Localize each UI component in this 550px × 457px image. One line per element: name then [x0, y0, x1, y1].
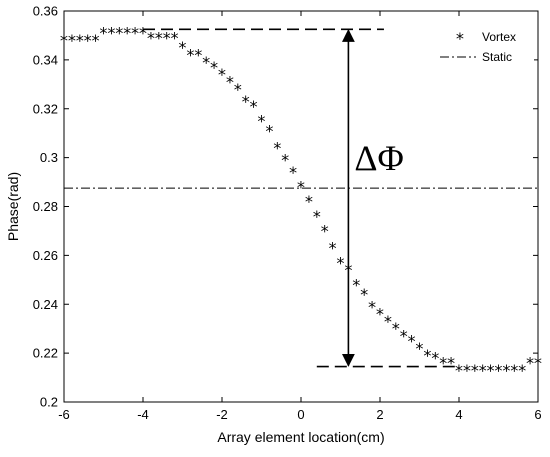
- vortex-point: *: [178, 38, 188, 57]
- plot-area: [63, 10, 539, 403]
- vortex-point: *: [201, 53, 211, 72]
- x-tick-label: -6: [58, 407, 70, 422]
- vortex-point: *: [344, 261, 354, 280]
- vortex-point: *: [225, 72, 235, 91]
- vortex-point: *: [162, 28, 172, 47]
- vortex-point: *: [186, 46, 196, 65]
- vortex-point: *: [336, 253, 346, 272]
- x-tick-label: 2: [376, 407, 383, 422]
- vortex-point: *: [122, 24, 132, 43]
- vortex-point: *: [233, 80, 243, 99]
- vortex-point: *: [470, 361, 480, 380]
- vortex-point: *: [328, 239, 338, 258]
- vortex-point: *: [533, 353, 543, 372]
- vortex-point: *: [399, 327, 409, 346]
- vortex-point: *: [423, 346, 433, 365]
- vortex-point: *: [170, 28, 180, 47]
- vortex-point: *: [407, 331, 417, 350]
- vortex-point: *: [430, 349, 440, 368]
- vortex-point: *: [209, 58, 219, 77]
- legend-vortex-label: Vortex: [482, 30, 516, 44]
- vortex-point: *: [280, 151, 290, 170]
- annotations-group: ΔΦ: [143, 28, 459, 368]
- vortex-point: *: [217, 65, 227, 84]
- vortex-point: *: [193, 46, 203, 65]
- y-tick-label: 0.3: [40, 150, 58, 165]
- vortex-point: *: [375, 305, 385, 324]
- vortex-point: *: [312, 207, 322, 226]
- legend-box: [440, 16, 534, 66]
- vortex-point: *: [320, 221, 330, 240]
- vortex-point: *: [367, 297, 377, 316]
- x-tick-label: 4: [455, 407, 462, 422]
- vortex-point: *: [75, 31, 85, 50]
- vortex-point: *: [454, 361, 464, 380]
- ticks-group: -6 -4 -2 0 2 4 6 0.2 0.22 0.24 0.26 0.28 0.3 0.32 0.34…: [33, 4, 542, 423]
- vortex-point: *: [114, 24, 124, 43]
- y-tick-label: 0.34: [33, 52, 58, 67]
- vortex-point: *: [146, 28, 156, 47]
- legend-vortex-marker: *: [455, 29, 465, 48]
- y-tick-label: 0.2: [40, 395, 58, 410]
- vortex-point: *: [391, 319, 401, 338]
- y-tick-label: 0.26: [33, 248, 58, 263]
- vortex-point: *: [99, 24, 109, 43]
- vortex-point: *: [296, 178, 306, 197]
- vortex-point: *: [265, 121, 275, 140]
- vortex-point: *: [486, 361, 496, 380]
- vortex-point: *: [67, 31, 77, 50]
- vortex-point: *: [130, 24, 140, 43]
- vortex-point: *: [241, 92, 251, 111]
- delta-phi-label: ΔΦ: [354, 138, 403, 178]
- vortex-point: *: [438, 353, 448, 372]
- vortex-point: *: [304, 192, 314, 211]
- vortex-point: *: [351, 275, 361, 294]
- x-tick-label: 0: [297, 407, 304, 422]
- vortex-point: *: [154, 28, 164, 47]
- vortex-point: *: [272, 138, 282, 157]
- x-axis-label: Array element location(cm): [217, 429, 384, 445]
- y-tick-label: 0.36: [33, 4, 58, 19]
- vortex-point: *: [462, 361, 472, 380]
- x-tick-label: 6: [534, 407, 541, 422]
- vortex-point: *: [525, 353, 535, 372]
- vortex-point: *: [502, 361, 512, 380]
- vortex-point: *: [249, 97, 259, 116]
- y-tick-label: 0.22: [33, 346, 58, 361]
- vortex-point: *: [107, 24, 117, 43]
- vortex-point: *: [415, 339, 425, 358]
- vortex-point: *: [83, 31, 93, 50]
- vortex-point: *: [138, 24, 148, 43]
- vortex-point: *: [509, 361, 519, 380]
- legend-static-label: Static: [482, 50, 512, 64]
- vortex-point: *: [59, 31, 69, 50]
- vortex-point: *: [359, 285, 369, 304]
- vortex-point: *: [91, 31, 101, 50]
- y-axis-label: Phase(rad): [5, 172, 21, 241]
- vortex-point: *: [383, 312, 393, 331]
- x-tick-label: -4: [137, 407, 149, 422]
- vortex-point: *: [446, 353, 456, 372]
- y-tick-label: 0.24: [33, 297, 58, 312]
- vortex-point: *: [288, 163, 298, 182]
- vortex-point: *: [517, 361, 527, 380]
- legend: * Vortex Static: [440, 16, 534, 66]
- vortex-point: *: [478, 361, 488, 380]
- x-tick-label: -2: [216, 407, 228, 422]
- y-tick-label: 0.28: [33, 199, 58, 214]
- y-tick-label: 0.32: [33, 101, 58, 116]
- series-group: ****************************************…: [59, 24, 543, 380]
- vortex-point: *: [494, 361, 504, 380]
- vortex-point: *: [257, 112, 267, 131]
